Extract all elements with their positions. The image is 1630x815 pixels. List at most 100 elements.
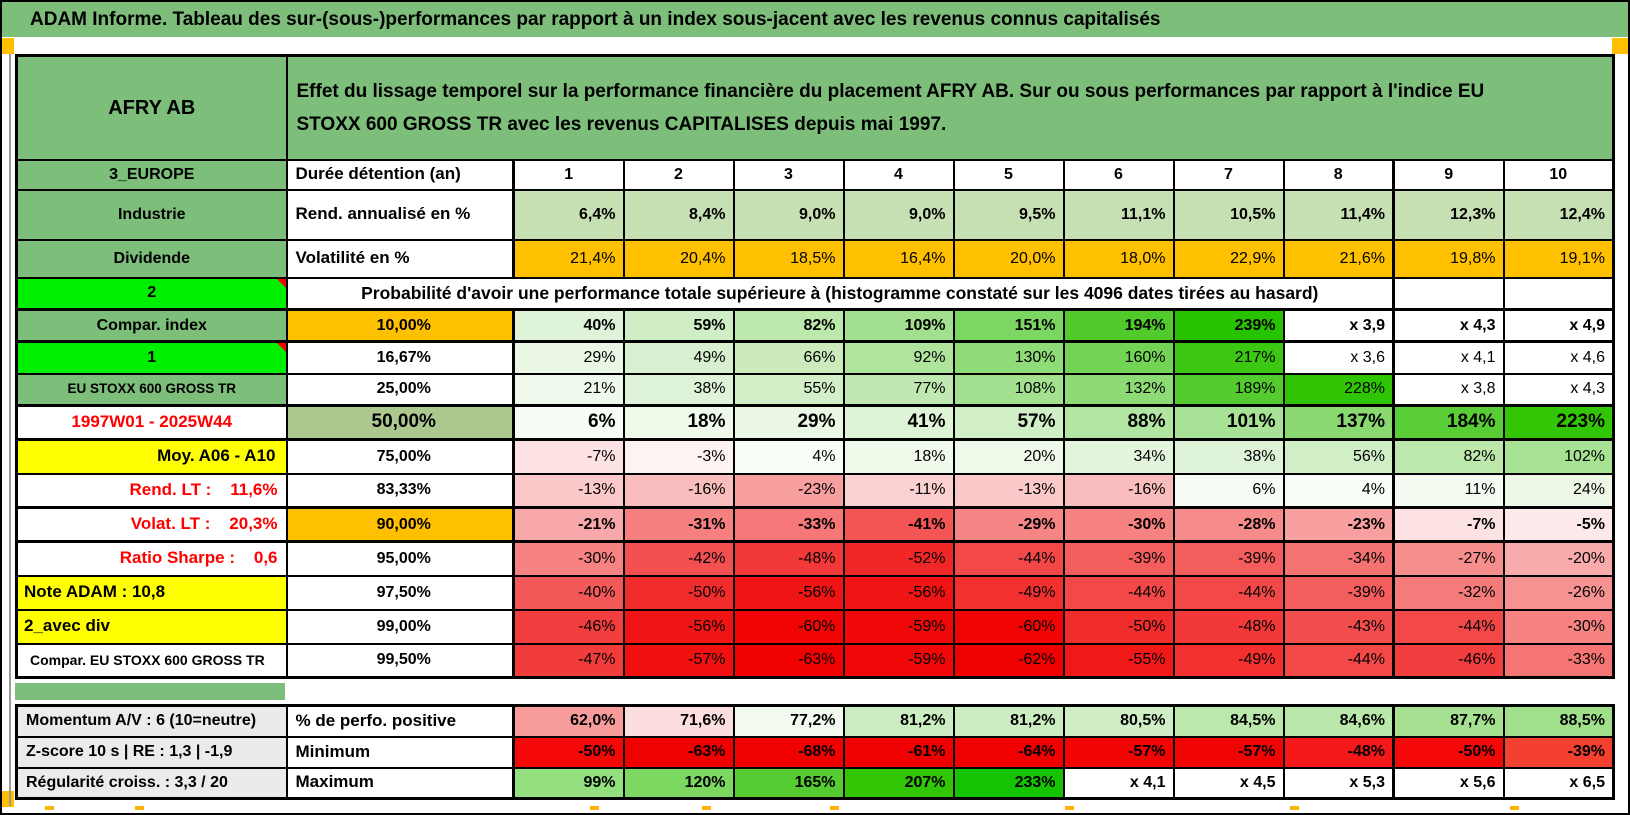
data-cell: x 4,6 (1502, 340, 1615, 375)
row-label: Dividende (15, 238, 288, 279)
data-cell: 194% (1062, 308, 1175, 343)
empty-cell (1392, 276, 1505, 311)
data-cell: 24% (1502, 472, 1615, 509)
metric-label: % de perfo. positive (285, 704, 515, 738)
data-cell: -61% (842, 735, 955, 769)
data-cell: -29% (952, 506, 1065, 543)
data-cell: 9 (1392, 158, 1505, 191)
data-cell: 84,5% (1172, 704, 1285, 738)
data-cell: 56% (1282, 438, 1395, 475)
data-cell: 228% (1282, 372, 1395, 407)
data-cell: 99% (512, 766, 625, 800)
data-cell: 57% (952, 404, 1065, 441)
metric-label: Minimum (285, 735, 515, 769)
data-cell: -40% (512, 574, 625, 611)
data-cell: -52% (842, 540, 955, 577)
data-cell: 6 (1062, 158, 1175, 191)
data-cell: 132% (1062, 372, 1175, 407)
data-cell: 49% (622, 340, 735, 375)
table-header-row: AFRY AB Effet du lissage temporel sur la… (15, 54, 1615, 161)
data-cell: -23% (1282, 506, 1395, 543)
data-cell: -20% (1502, 540, 1615, 577)
metric-label: 16,67% (285, 340, 515, 375)
row-label: 2_avec div (15, 608, 288, 645)
row-label: 1997W01 - 2025W44 (15, 404, 288, 441)
data-cell: -50% (1062, 608, 1175, 645)
data-cell: 82% (732, 308, 845, 343)
data-cell: x 4,3 (1502, 372, 1615, 407)
data-cell: 160% (1062, 340, 1175, 375)
data-cell: -39% (1172, 540, 1285, 577)
table-row: Z-score 10 s | RE : 1,3 | -1,9 Minimum -50… (15, 735, 1615, 769)
data-cell: 16,4% (842, 238, 955, 279)
row-label: 1 (15, 340, 288, 375)
data-cell: -48% (1282, 735, 1395, 769)
table-row: Industrie Rend. annualisé en % 6,4% 8,4% 9,0… (15, 188, 1615, 241)
data-cell: 18,5% (732, 238, 845, 279)
data-cell: 40% (512, 308, 625, 343)
corner-marker-top-left (2, 38, 14, 54)
table-row: Ratio Sharpe : 0,6 95,00% -30% -42% -48% -52%… (15, 540, 1615, 577)
metric-label: 25,00% (285, 372, 515, 407)
data-cell: 184% (1392, 404, 1505, 441)
table-row: Compar. index 10,00% 40% 59% 82% 109% 151% 194%… (15, 308, 1615, 343)
data-cell: -64% (952, 735, 1065, 769)
data-cell: -30% (1502, 608, 1615, 645)
artifact-mark (1065, 806, 1074, 810)
data-cell: x 4,1 (1062, 766, 1175, 800)
data-cell: 4% (732, 438, 845, 475)
row-label: Industrie (15, 188, 288, 241)
data-cell: 6% (1172, 472, 1285, 509)
data-cell: -30% (512, 540, 625, 577)
data-cell: -44% (952, 540, 1065, 577)
data-cell: x 6,5 (1502, 766, 1615, 800)
data-cell: -7% (1392, 506, 1505, 543)
row-label: Ratio Sharpe : 0,6 (15, 540, 288, 577)
row-label: Z-score 10 s | RE : 1,3 | -1,9 (15, 735, 288, 769)
data-cell: -27% (1392, 540, 1505, 577)
data-cell: 233% (952, 766, 1065, 800)
data-cell: -44% (1062, 574, 1175, 611)
row-label: Compar. index (15, 308, 288, 343)
data-cell: -48% (1172, 608, 1285, 645)
data-cell: -46% (512, 608, 625, 645)
table-row: Dividende Volatilité en % 21,4% 20,4% 18,5% 1… (15, 238, 1615, 279)
data-cell: 77% (842, 372, 955, 407)
data-cell: 8 (1282, 158, 1395, 191)
data-cell: -44% (1282, 642, 1395, 679)
row-label: Rend. LT : 11,6% (15, 472, 288, 509)
artifact-mark (1510, 806, 1519, 810)
section-separator (15, 683, 285, 700)
row-label: Volat. LT : 20,3% (15, 506, 288, 543)
data-cell: 130% (952, 340, 1065, 375)
data-cell: 77,2% (732, 704, 845, 738)
data-cell: 3 (732, 158, 845, 191)
report-description: Effet du lissage temporel sur la perform… (285, 54, 1615, 161)
table-row: 3_EUROPE Durée détention (an) 1 2 3 4 5 6 7 8 9 10 (15, 158, 1615, 191)
data-cell: -21% (512, 506, 625, 543)
artifact-mark (830, 806, 839, 810)
data-cell: 120% (622, 766, 735, 800)
data-cell: x 4,1 (1392, 340, 1505, 375)
data-cell: 29% (512, 340, 625, 375)
data-cell: -49% (952, 574, 1065, 611)
table-row: 1 16,67% 29% 49% 66% 92% 130% 160% 217% x 3,6 x 4,… (15, 340, 1615, 375)
data-cell: -41% (842, 506, 955, 543)
data-cell: -32% (1392, 574, 1505, 611)
data-cell: -28% (1172, 506, 1285, 543)
data-cell: 38% (1172, 438, 1285, 475)
data-cell: 84,6% (1282, 704, 1395, 738)
performance-table: AFRY AB Effet du lissage temporel sur la… (15, 54, 1615, 679)
data-cell: x 4,5 (1172, 766, 1285, 800)
data-cell: 81,2% (842, 704, 955, 738)
data-cell: -3% (622, 438, 735, 475)
data-cell: -42% (622, 540, 735, 577)
table-row: Compar. EU STOXX 600 GROSS TR 99,50% -47% -… (15, 642, 1615, 679)
metric-label: 99,00% (285, 608, 515, 645)
row-label: Compar. EU STOXX 600 GROSS TR (15, 642, 288, 679)
data-cell: -44% (1172, 574, 1285, 611)
data-cell: 18% (622, 404, 735, 441)
data-cell: 1 (512, 158, 625, 191)
metric-label: 99,50% (285, 642, 515, 679)
data-cell: 20% (952, 438, 1065, 475)
